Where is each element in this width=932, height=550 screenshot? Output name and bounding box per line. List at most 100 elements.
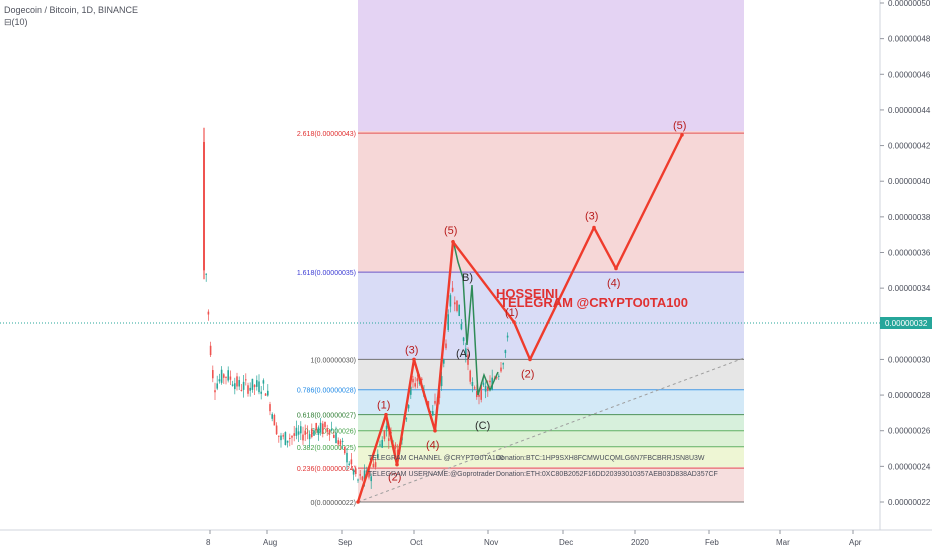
candle-body [445,343,447,349]
candle-body [207,311,210,315]
wave-label: (4) [426,440,439,452]
candle-body [456,300,458,311]
candle-body [374,462,377,468]
candle-body [341,440,344,442]
candle-body [337,440,339,445]
candle-body [253,384,256,388]
price-tick-label: 0.00000046 [888,70,931,79]
candle-body [220,369,223,383]
candle-body [498,375,500,377]
price-tick-label: 0.00000038 [888,213,931,222]
candle-body [231,384,234,386]
fib-label: 1(0.00000030) [310,357,356,364]
candle-body [388,438,390,441]
wave-label: (2) [388,472,401,484]
time-tick-label: Mar [776,538,790,547]
current-price-tag [880,317,932,329]
time-tick-label: 2020 [631,538,649,547]
donation-eth: Donation:ETH:0XC80B2052F16DD20393010357A… [496,471,718,478]
candle-body [326,428,328,432]
wave-projection[interactable]: (1) (2) (3) (4) (5) (1) (2) (3) (4) (5) [356,120,686,504]
wave-label: (2) [521,368,534,380]
brand-name: HOSSEINI [496,286,558,301]
candle-body [293,433,295,436]
candle-body [304,430,306,435]
candle-body [465,348,467,357]
candle-body [361,476,364,481]
candle-body [379,444,381,446]
candle-body [319,422,322,433]
candle-body [339,440,342,445]
price-tick-label: 0.00000036 [888,249,931,258]
wave-point [614,266,618,271]
candle-body [350,459,353,465]
candle-body [267,390,269,396]
candle-body [449,295,452,307]
candle-body [262,380,265,384]
candle-body [416,378,419,382]
candle-body [280,435,282,441]
wave-label: (1) [505,307,518,319]
wave-point [592,225,596,230]
candle-body [473,387,476,389]
candle-body [240,389,243,391]
candle-body [242,381,245,390]
fib-label: 0.382(0.00000025) [297,445,356,452]
price-axis[interactable]: 0.00000050 0.00000048 0.00000046 0.00000044… [880,0,931,507]
candle-body [216,383,218,389]
fib-label: 0.618(0.00000027) [297,413,356,420]
wave-point [528,357,532,362]
candle-body [346,452,348,463]
wave-point [356,500,360,504]
candle-body [352,469,355,475]
candle-body [381,439,383,448]
fib-zone-2618 [358,131,744,273]
candle-body [249,387,251,391]
candle-body [432,411,434,416]
candle-body [476,391,478,398]
candle-body [302,434,304,441]
candle-body [218,379,221,382]
wave-label: (3) [405,344,418,356]
candle-body [275,425,278,435]
candle-body [286,440,289,443]
candle-body [359,474,361,476]
candle-body [383,430,386,439]
price-tick-label: 0.00000040 [888,177,931,186]
donation-btc: Donation:BTC:1HP9SXH8FCMWUCQMLG6N7FBCBRR… [496,455,705,462]
price-tick-label: 0.00000034 [888,284,931,293]
wave-label: (5) [444,225,457,237]
candle-body [297,431,300,435]
time-axis[interactable]: 8 Aug Sep Oct Nov Dec 2020 Feb Mar Apr [206,530,862,547]
fib-zone-0236 [358,467,744,502]
candle-body [203,142,205,271]
time-tick-label: Dec [559,538,573,547]
candle-body [317,427,320,435]
price-tick-label: 0.00000024 [888,462,931,471]
wave-label: (1) [377,400,390,412]
candle-body [467,354,469,365]
corrective-path[interactable] [452,239,499,396]
time-tick-label: Apr [849,538,862,547]
trendline[interactable] [357,357,745,503]
candle-body [251,378,254,390]
candle-body [306,432,309,434]
candle-body [282,435,284,437]
candle-body [370,476,372,482]
candle-body [284,432,287,445]
fib-zone-0618 [358,415,744,431]
candle-body [289,437,291,439]
candle-body [407,404,410,409]
candle-body [482,382,485,386]
telegram-username: TELEGRAM USERNAME:@Goprotrader [368,471,496,478]
price-tick-label: 0.00000050 [888,0,931,8]
fib-zone-top [358,0,744,131]
time-tick-label: Aug [263,538,277,547]
wave-point [412,357,416,362]
candle-body [234,383,236,390]
candle-body [385,425,388,430]
candle-body [238,380,240,387]
price-tick-label: 0.00000028 [888,391,931,400]
wave-point [433,428,437,433]
